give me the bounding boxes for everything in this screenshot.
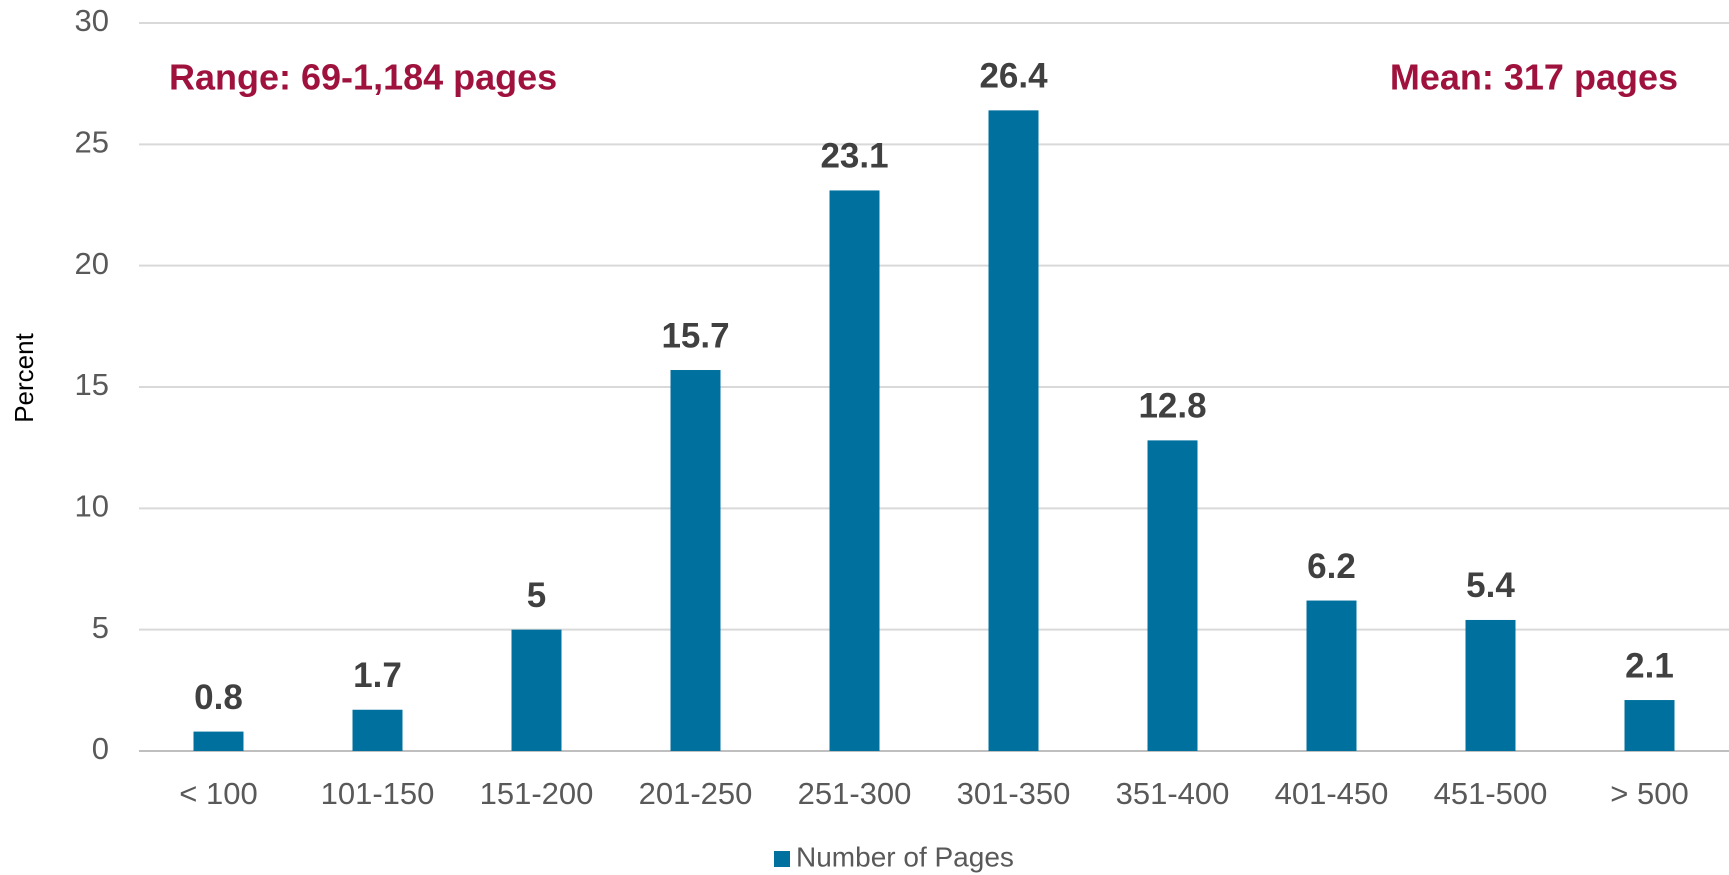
bar [352,709,403,751]
bar [988,110,1039,752]
bar [1624,700,1675,751]
bar [1306,600,1357,751]
x-tick-label: 401-450 [1275,776,1389,811]
x-tick-label: 351-400 [1116,776,1230,811]
x-tick-label: 301-350 [957,776,1071,811]
bar [1147,440,1198,751]
y-tick-label: 10 [75,489,109,524]
x-tick-label: 201-250 [639,776,753,811]
data-label: 0.8 [194,678,243,717]
annotation: Mean: 317 pages [1390,57,1678,98]
bar [1465,619,1516,751]
annotation: Range: 69-1,184 pages [169,57,557,98]
data-label: 5.4 [1466,566,1515,605]
data-label: 6.2 [1307,547,1356,586]
x-tick-label: > 500 [1610,776,1688,811]
legend-swatch [774,851,790,867]
y-tick-label: 25 [75,125,109,160]
bar [670,370,721,751]
y-tick-label: 5 [92,610,109,645]
y-tick-label: 0 [92,731,109,766]
x-tick-label: < 100 [179,776,257,811]
bar [193,731,244,751]
y-axis-title: Percent [9,332,39,422]
bar [511,629,562,751]
data-label: 23.1 [820,137,888,176]
bar [829,190,880,751]
legend-label: Number of Pages [796,841,1014,872]
x-tick-label: 251-300 [798,776,912,811]
x-tick-label: 101-150 [321,776,435,811]
data-label: 2.1 [1625,646,1674,685]
y-tick-label: 20 [75,246,109,281]
y-tick-label: 15 [75,367,109,402]
y-tick-label: 30 [75,3,109,38]
data-label: 1.7 [353,656,402,695]
data-label: 12.8 [1138,387,1206,426]
data-label: 26.4 [979,57,1048,96]
x-tick-label: 151-200 [480,776,594,811]
x-tick-label: 451-500 [1434,776,1548,811]
data-label: 15.7 [661,316,729,355]
data-label: 5 [527,576,546,615]
